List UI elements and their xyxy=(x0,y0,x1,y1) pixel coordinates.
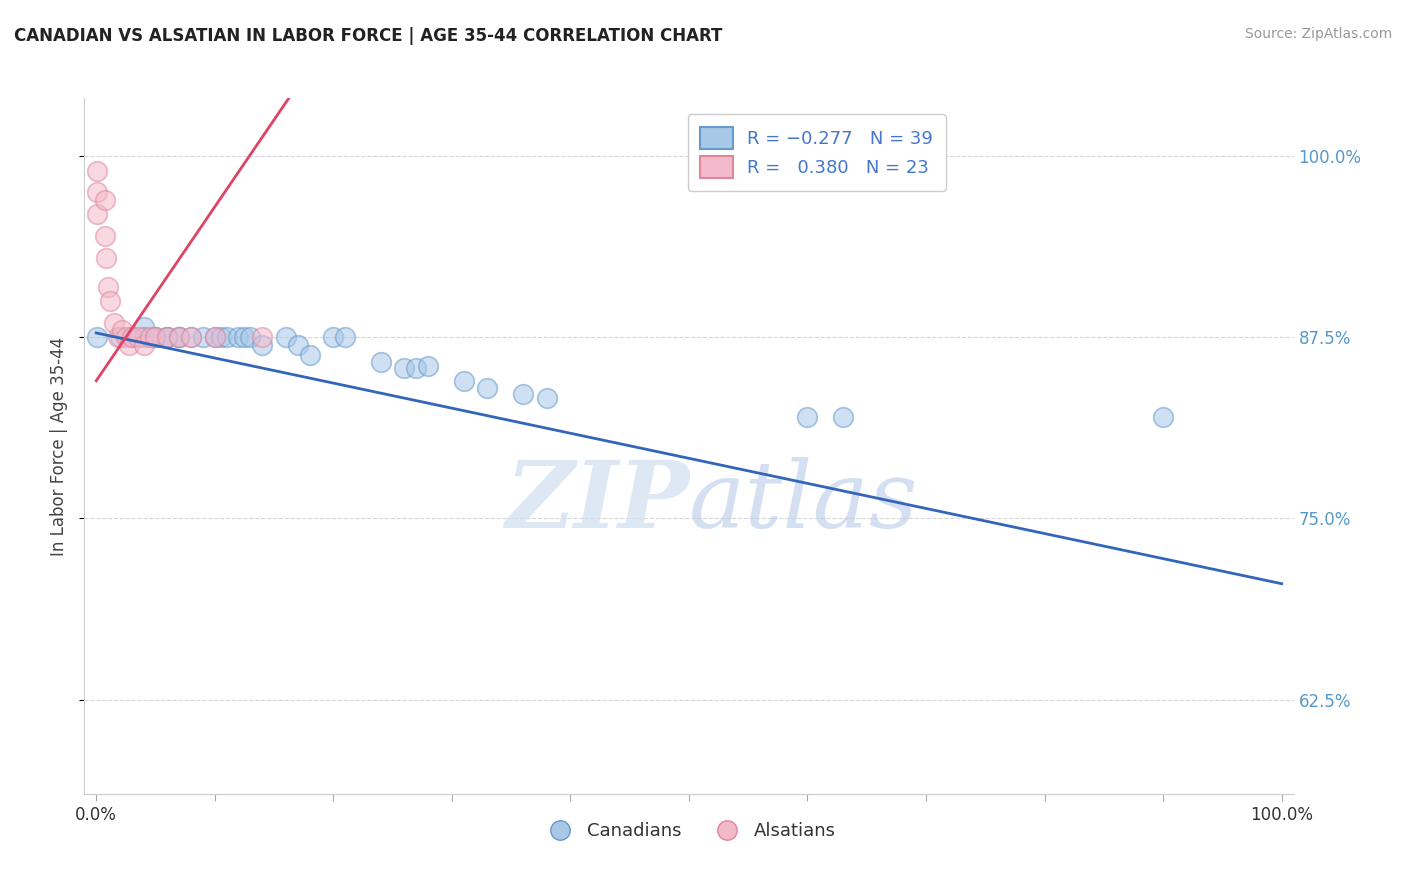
Point xyxy=(191,330,214,344)
Point xyxy=(512,387,534,401)
Point xyxy=(107,330,129,344)
Point xyxy=(394,360,416,375)
Point xyxy=(86,163,108,178)
Point xyxy=(1152,410,1174,425)
Point xyxy=(418,359,440,374)
Text: ZIP: ZIP xyxy=(505,457,689,547)
Point xyxy=(156,330,179,344)
Point xyxy=(274,330,297,344)
Text: atlas: atlas xyxy=(689,457,918,547)
Point xyxy=(108,330,131,344)
Point xyxy=(167,330,190,344)
Point xyxy=(333,330,356,344)
Point xyxy=(118,337,141,351)
Text: CANADIAN VS ALSATIAN IN LABOR FORCE | AGE 35-44 CORRELATION CHART: CANADIAN VS ALSATIAN IN LABOR FORCE | AG… xyxy=(14,27,723,45)
Point xyxy=(536,391,558,405)
Point xyxy=(86,186,108,200)
Point xyxy=(167,330,190,344)
Point xyxy=(832,410,855,425)
Point xyxy=(145,330,167,344)
Point xyxy=(93,228,115,243)
Point xyxy=(250,337,273,351)
Point xyxy=(204,330,226,344)
Point xyxy=(370,355,392,369)
Legend: Canadians, Alsatians: Canadians, Alsatians xyxy=(534,815,844,847)
Point xyxy=(111,323,134,337)
Point xyxy=(180,330,202,344)
Point xyxy=(100,294,122,309)
Point xyxy=(132,330,155,344)
Point xyxy=(209,330,232,344)
Point xyxy=(796,410,818,425)
Point xyxy=(239,330,262,344)
Y-axis label: In Labor Force | Age 35-44: In Labor Force | Age 35-44 xyxy=(51,336,69,556)
Point xyxy=(94,251,117,265)
Point xyxy=(97,279,120,293)
Point xyxy=(233,330,256,344)
Point xyxy=(121,330,143,344)
Point xyxy=(156,330,179,344)
Point xyxy=(405,360,427,375)
Point xyxy=(121,330,143,344)
Point xyxy=(145,330,167,344)
Point xyxy=(298,348,321,362)
Point xyxy=(127,330,149,344)
Point xyxy=(322,330,344,344)
Point xyxy=(215,330,238,344)
Point xyxy=(138,330,160,344)
Text: Source: ZipAtlas.com: Source: ZipAtlas.com xyxy=(1244,27,1392,41)
Point xyxy=(86,330,108,344)
Point xyxy=(180,330,202,344)
Point xyxy=(156,330,179,344)
Point xyxy=(132,337,155,351)
Point xyxy=(453,374,475,388)
Point xyxy=(477,381,499,395)
Point xyxy=(93,193,115,207)
Point xyxy=(250,330,273,344)
Point xyxy=(115,330,138,344)
Point xyxy=(86,207,108,221)
Point xyxy=(287,337,309,351)
Point xyxy=(132,320,155,334)
Point xyxy=(167,330,190,344)
Point xyxy=(204,330,226,344)
Point xyxy=(228,330,250,344)
Point xyxy=(145,330,167,344)
Point xyxy=(103,316,125,330)
